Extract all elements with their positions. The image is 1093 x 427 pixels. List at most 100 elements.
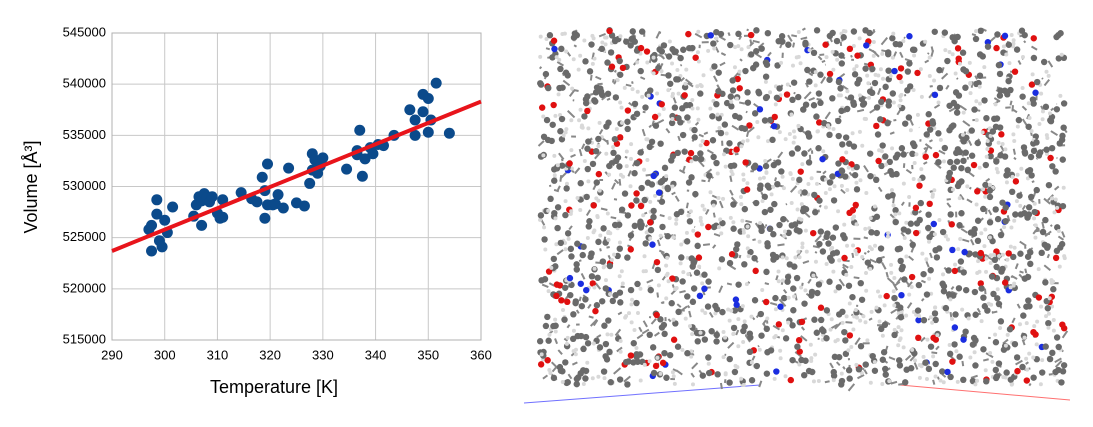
atom xyxy=(932,246,939,254)
bond xyxy=(752,238,756,242)
atom xyxy=(869,247,874,252)
atom xyxy=(1030,35,1037,42)
atom xyxy=(901,276,908,283)
atom xyxy=(1025,204,1033,211)
atom xyxy=(988,273,996,280)
atom xyxy=(780,174,785,179)
atom xyxy=(1055,205,1060,210)
atom xyxy=(887,379,892,384)
atom xyxy=(586,126,591,131)
atom xyxy=(1032,324,1037,329)
atom xyxy=(1003,369,1010,376)
atom xyxy=(1045,319,1052,327)
atom xyxy=(994,215,1002,223)
atom xyxy=(671,104,679,111)
atom xyxy=(881,321,889,329)
atom xyxy=(537,81,545,88)
bond xyxy=(715,129,720,133)
atom xyxy=(611,144,616,149)
bond xyxy=(946,202,952,208)
atom xyxy=(1007,86,1014,94)
atom xyxy=(791,129,796,134)
atom xyxy=(688,209,693,214)
atom xyxy=(769,136,776,144)
bond xyxy=(820,76,827,84)
atom xyxy=(1038,382,1043,387)
atom xyxy=(689,298,697,306)
atom xyxy=(997,87,1004,94)
atom xyxy=(976,72,984,79)
atom xyxy=(782,229,787,234)
atom xyxy=(955,379,960,384)
atom xyxy=(1019,363,1026,371)
atom xyxy=(790,79,798,86)
point xyxy=(272,189,284,201)
atom xyxy=(627,311,632,316)
bond xyxy=(923,161,928,165)
bond xyxy=(976,307,981,314)
atom xyxy=(627,352,635,359)
atom xyxy=(780,216,787,223)
atom xyxy=(1015,116,1023,124)
atom xyxy=(629,28,636,35)
atom xyxy=(1046,355,1054,363)
atom xyxy=(1011,132,1016,137)
atom xyxy=(979,53,986,60)
atom xyxy=(631,38,639,45)
bond xyxy=(903,36,906,39)
atom xyxy=(922,153,929,160)
atom xyxy=(573,261,580,268)
atom xyxy=(861,314,866,319)
atom xyxy=(764,29,772,37)
bond xyxy=(899,51,904,59)
atom xyxy=(605,211,610,216)
atom xyxy=(920,270,927,278)
atom xyxy=(816,119,823,126)
bond xyxy=(1024,268,1028,274)
atom xyxy=(892,303,897,308)
bond xyxy=(819,53,825,57)
atom xyxy=(550,255,558,263)
bond xyxy=(691,362,699,370)
atom xyxy=(988,350,993,355)
atom xyxy=(904,68,912,75)
atom xyxy=(960,157,967,165)
atom xyxy=(1047,111,1052,116)
atom xyxy=(671,374,676,379)
atom xyxy=(912,53,917,58)
atom xyxy=(578,302,586,310)
bond xyxy=(1021,105,1028,111)
atom xyxy=(763,298,770,306)
atom xyxy=(830,49,835,54)
atom xyxy=(1039,228,1047,236)
bond xyxy=(708,311,714,318)
atom xyxy=(789,356,796,364)
atom xyxy=(911,309,916,314)
atom xyxy=(707,32,714,39)
bond xyxy=(712,212,716,218)
atom xyxy=(851,71,859,78)
atom xyxy=(913,220,921,227)
atom xyxy=(980,346,987,353)
atom xyxy=(909,285,914,290)
bond xyxy=(956,77,959,80)
atom xyxy=(740,304,745,309)
atom xyxy=(564,379,572,386)
atom xyxy=(569,209,574,214)
bond xyxy=(590,137,593,141)
atom xyxy=(951,324,959,331)
point xyxy=(217,211,229,223)
atom xyxy=(780,255,785,260)
atom xyxy=(558,162,566,169)
bond xyxy=(808,72,814,77)
atom xyxy=(671,48,678,56)
bond xyxy=(856,108,865,113)
point xyxy=(304,177,316,189)
atom xyxy=(844,105,851,113)
atom xyxy=(660,42,668,49)
atom xyxy=(715,88,722,95)
atom xyxy=(1027,260,1034,268)
atom xyxy=(949,317,954,322)
atom xyxy=(630,359,637,366)
atom xyxy=(698,143,703,148)
